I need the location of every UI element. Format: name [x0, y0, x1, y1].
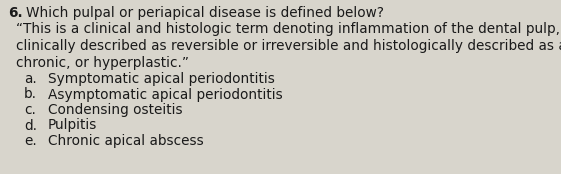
Text: clinically described as reversible or irreversible and histologically described : clinically described as reversible or ir… [16, 39, 561, 53]
Text: e.: e. [24, 134, 37, 148]
Text: c.: c. [24, 103, 36, 117]
Text: Which pulpal or periapical disease is defined below?: Which pulpal or periapical disease is de… [26, 6, 384, 20]
Text: Asymptomatic apical periodontitis: Asymptomatic apical periodontitis [48, 88, 283, 101]
Text: chronic, or hyperplastic.”: chronic, or hyperplastic.” [16, 56, 189, 69]
Text: b.: b. [24, 88, 37, 101]
Text: Chronic apical abscess: Chronic apical abscess [48, 134, 204, 148]
Text: 6.: 6. [8, 6, 22, 20]
Text: Symptomatic apical periodontitis: Symptomatic apical periodontitis [48, 72, 275, 86]
Text: “This is a clinical and histologic term denoting inflammation of the dental pulp: “This is a clinical and histologic term … [16, 22, 560, 37]
Text: Condensing osteitis: Condensing osteitis [48, 103, 183, 117]
Text: d.: d. [24, 118, 37, 132]
Text: a.: a. [24, 72, 37, 86]
Text: Pulpitis: Pulpitis [48, 118, 98, 132]
